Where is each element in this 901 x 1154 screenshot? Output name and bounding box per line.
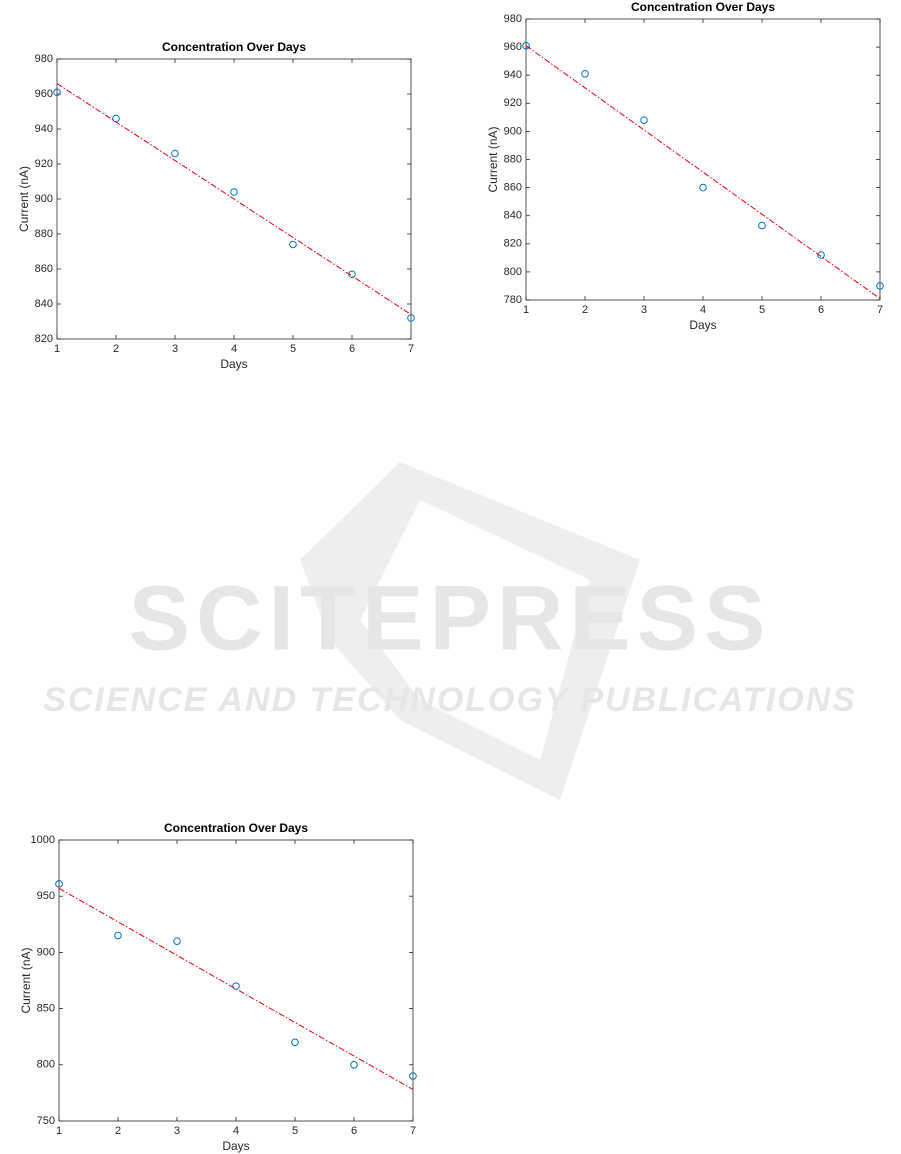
y-axis-label: Current (nA): [17, 166, 31, 232]
data-point: [171, 149, 179, 158]
x-tick-label: 5: [290, 343, 296, 355]
x-tick-label: 5: [759, 304, 765, 316]
y-tick-label: 960: [504, 41, 522, 53]
data-point: [289, 240, 297, 249]
y-tick-label: 820: [35, 333, 53, 345]
data-point: [409, 1072, 417, 1080]
x-tick-label: 3: [641, 304, 647, 316]
y-tick-label: 940: [35, 123, 53, 135]
chart-title: Concentration Over Days: [164, 821, 308, 835]
x-tick-label: 6: [818, 304, 824, 316]
x-tick-label: 4: [231, 343, 237, 355]
data-point: [699, 183, 707, 192]
y-tick-label: 950: [37, 890, 55, 902]
fit-line: [58, 887, 414, 1090]
x-tick-label: 2: [113, 343, 119, 355]
y-tick-label: 940: [504, 69, 522, 81]
x-tick-label: 3: [172, 343, 178, 355]
data-point: [291, 1038, 299, 1047]
x-tick-label: 6: [349, 343, 355, 355]
y-tick-label: 900: [504, 125, 522, 137]
data-point: [640, 116, 648, 124]
x-tick-label: 6: [351, 1125, 357, 1137]
x-tick-label: 1: [523, 304, 529, 316]
data-point: [114, 931, 122, 940]
watermark-book: [300, 462, 640, 800]
y-tick-label: 980: [35, 53, 53, 65]
plot-area: [525, 18, 881, 301]
y-tick-label: 880: [35, 228, 53, 240]
x-tick-label: 2: [115, 1125, 121, 1137]
x-tick-label: 1: [54, 343, 60, 355]
fit-line: [56, 83, 412, 315]
y-axis-label: Current (nA): [486, 126, 500, 192]
y-tick-label: 820: [504, 238, 522, 250]
y-tick-label: 1000: [31, 834, 55, 846]
data-point: [350, 1061, 358, 1069]
y-tick-label: 880: [504, 153, 522, 165]
fit-line: [525, 45, 881, 300]
chart: 780 800 820 840 860 880 900 920 940 960 980 1 2 3 4 5 6 7…: [486, 0, 884, 332]
y-tick-label: 860: [504, 182, 522, 194]
x-tick-label: 2: [582, 304, 588, 316]
y-tick-label: 920: [35, 158, 53, 170]
y-tick-label: 750: [37, 1115, 55, 1127]
data-point: [581, 69, 589, 78]
chart: 750 800 850 900 950 1000 1 2 3 4 5 6 7 Concentration …: [19, 821, 417, 1153]
data-point: [53, 88, 61, 97]
chart-title: Concentration Over Days: [162, 40, 306, 54]
data-point: [173, 937, 181, 945]
data-point: [407, 314, 415, 322]
data-point: [876, 282, 884, 290]
plot-area: [58, 839, 414, 1122]
x-axis-label: Days: [220, 357, 247, 371]
watermark-title: SCITEPRESS: [129, 567, 772, 669]
y-tick-label: 960: [35, 88, 53, 100]
x-axis-label: Days: [222, 1139, 249, 1153]
y-tick-label: 900: [35, 193, 53, 205]
y-tick-label: 840: [35, 298, 53, 310]
data-point: [522, 41, 530, 50]
watermark: SCITEPRESS SCIENCE AND TECHNOLOGY PUBLIC…: [43, 462, 857, 800]
y-tick-label: 780: [504, 294, 522, 306]
y-tick-label: 920: [504, 97, 522, 109]
y-tick-label: 850: [37, 1003, 55, 1015]
x-tick-label: 4: [233, 1125, 239, 1137]
y-tick-label: 800: [37, 1059, 55, 1071]
y-tick-label: 980: [504, 13, 522, 25]
x-tick-label: 7: [410, 1125, 416, 1137]
data-point: [758, 221, 766, 230]
x-tick-label: 7: [877, 304, 883, 316]
chart-title: Concentration Over Days: [631, 0, 775, 14]
y-tick-label: 900: [37, 946, 55, 958]
x-tick-label: 5: [292, 1125, 298, 1137]
data-point: [230, 188, 238, 196]
data-point: [55, 880, 63, 888]
y-tick-label: 860: [35, 263, 53, 275]
x-tick-label: 4: [700, 304, 706, 316]
x-axis-label: Days: [689, 318, 716, 332]
y-axis-label: Current (nA): [19, 947, 33, 1013]
x-tick-label: 1: [56, 1125, 62, 1137]
x-tick-label: 7: [408, 343, 414, 355]
chart: 820 840 860 880 900 920 940 960 980 1 2 3 4 5 6 7 Concen…: [17, 40, 415, 371]
y-tick-label: 840: [504, 210, 522, 222]
y-tick-label: 800: [504, 266, 522, 278]
data-point: [817, 251, 825, 259]
x-tick-label: 3: [174, 1125, 180, 1137]
watermark-subtitle: SCIENCE AND TECHNOLOGY PUBLICATIONS: [43, 681, 857, 719]
